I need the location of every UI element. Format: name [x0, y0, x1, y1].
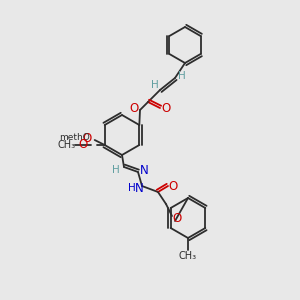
Text: O: O [129, 101, 139, 115]
Text: CH₃: CH₃ [58, 140, 76, 150]
Text: O: O [78, 139, 87, 152]
Text: H: H [128, 183, 136, 193]
Text: N: N [140, 164, 148, 178]
Text: H: H [151, 80, 159, 90]
Text: O: O [172, 212, 182, 224]
Text: methO: methO [59, 134, 90, 142]
Text: N: N [135, 182, 143, 194]
Text: CH₃: CH₃ [179, 251, 197, 261]
Text: O: O [161, 101, 171, 115]
Text: O: O [168, 179, 178, 193]
Text: H: H [112, 165, 120, 175]
Text: O: O [82, 131, 91, 145]
Text: H: H [178, 71, 186, 81]
